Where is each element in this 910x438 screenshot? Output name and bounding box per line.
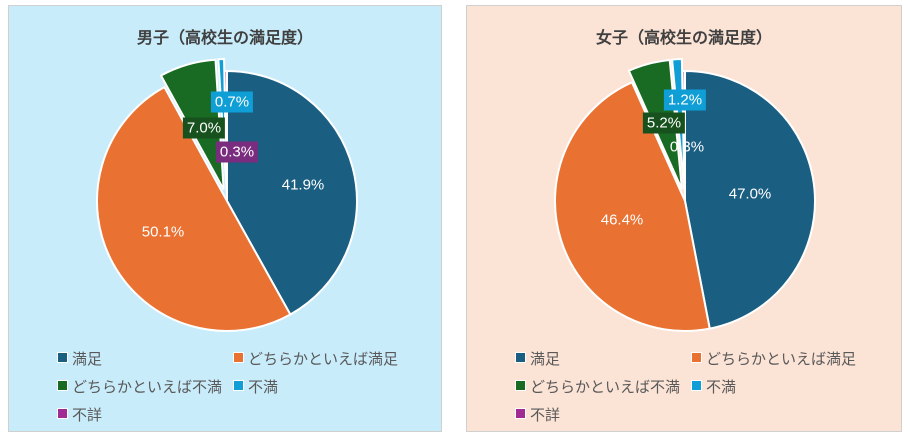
legend-swatch [57,380,68,391]
legend-swatch [691,380,702,391]
pie-slice-0 [684,69,816,330]
data-label: 47.0% [728,185,772,203]
chart-title: 女子（高校生の満足度） [595,28,772,47]
pie-slice-1 [554,81,711,332]
legend-label: 満足 [72,350,103,368]
legend-item: どちらかといえば満足 [233,348,398,369]
data-label: 0.7% [210,91,254,113]
legend-label: 不詳 [72,406,103,424]
legend-label: 不満 [248,378,279,396]
legend-label: どちらかといえば満足 [248,350,399,368]
data-label: 0.3% [669,138,705,156]
legend-swatch [57,408,68,419]
data-label: 50.1% [141,223,185,241]
chart-title: 男子（高校生の満足度） [136,28,313,47]
legend-swatch [515,380,526,391]
legend-label: どちらかといえば満足 [706,350,857,368]
legend-item: 不満 [691,376,736,397]
legend-item: どちらかといえば満足 [691,348,856,369]
legend-item: どちらかといえば不満 [57,376,222,397]
legend-label: 満足 [530,350,561,368]
legend-item: 満足 [57,348,102,369]
pie-svg [96,58,358,332]
chart-male: 男子（高校生の満足度） 41.9% 50.1% 7.0% 0.7% 0.3% 満足 どちらか… [8,5,442,432]
pie-slice-1 [96,85,292,332]
data-label: 5.2% [642,112,686,134]
legend-item: どちらかといえば不満 [515,376,680,397]
legend-label: どちらかといえば不満 [72,378,223,396]
legend-item: 満足 [515,348,560,369]
legend-swatch [233,352,244,363]
pie-slice-0 [226,69,358,316]
legend-item: 不満 [233,376,278,397]
legend-swatch [691,352,702,363]
data-label: 1.2% [663,89,707,111]
data-label: 7.0% [182,117,226,139]
legend-swatch [57,352,68,363]
legend-swatch [515,352,526,363]
data-label: 0.3% [215,141,259,163]
legend-label: 不満 [706,378,737,396]
chart-female: 女子（高校生の満足度） 47.0% 46.4% 5.2% 1.2% 0.3% 満足 どちらか… [466,5,902,432]
legend-label: どちらかといえば不満 [530,378,681,396]
legend-item: 不詳 [515,404,560,425]
data-label: 46.4% [600,211,644,229]
legend-item: 不詳 [57,404,102,425]
legend-label: 不詳 [530,406,561,424]
legend-swatch [233,380,244,391]
data-label: 41.9% [281,176,325,194]
legend-swatch [515,408,526,419]
